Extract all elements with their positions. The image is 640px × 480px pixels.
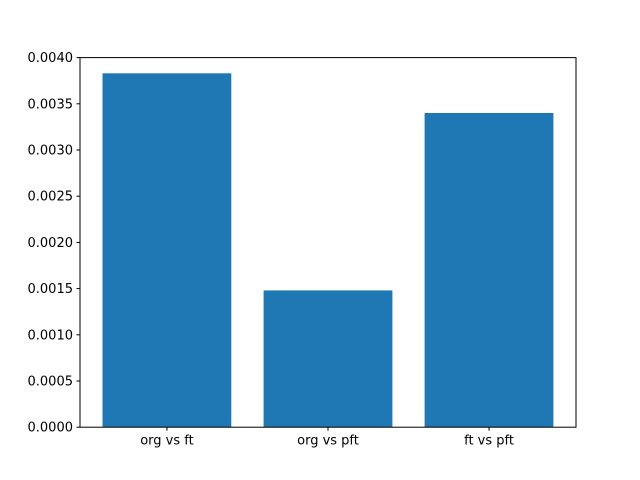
y-tick-label: 0.0025 — [28, 190, 74, 205]
y-tick-label: 0.0015 — [28, 282, 74, 297]
y-tick-label: 0.0000 — [28, 421, 74, 436]
bar-org-vs-pft — [263, 290, 393, 428]
plot-border — [79, 57, 577, 428]
y-tick-label: 0.0030 — [28, 144, 74, 159]
y-tick-label: 0.0010 — [28, 328, 74, 343]
x-tick-label: org vs pft — [297, 434, 359, 449]
x-tick-label: org vs ft — [140, 434, 194, 449]
bar-org-vs-ft — [102, 73, 232, 428]
y-tick-label: 0.0005 — [28, 375, 74, 390]
y-tick-label: 0.0040 — [28, 51, 74, 66]
y-tick-label: 0.0035 — [28, 97, 74, 112]
x-tick-label: ft vs pft — [464, 434, 514, 449]
y-tick-label: 0.0020 — [28, 236, 74, 251]
bar-ft-vs-pft — [424, 113, 554, 428]
